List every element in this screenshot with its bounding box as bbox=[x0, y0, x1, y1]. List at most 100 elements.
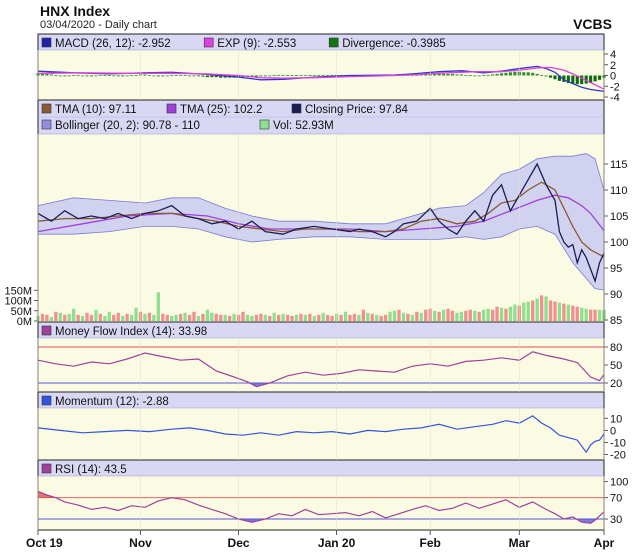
macd-divergence-bar bbox=[49, 74, 53, 76]
momentum-line bbox=[37, 415, 605, 454]
volume-bar bbox=[468, 309, 472, 321]
volume-bar bbox=[219, 314, 223, 321]
macd-divergence-bar bbox=[321, 74, 325, 76]
mfi-ytick-label: 50 bbox=[610, 360, 622, 372]
macd-divergence-bar bbox=[299, 74, 303, 76]
volume-bar bbox=[441, 309, 446, 321]
macd-divergence-bar bbox=[531, 72, 535, 76]
volume-bar bbox=[535, 298, 539, 321]
volume-bar bbox=[125, 313, 129, 321]
rsi-legend-bar bbox=[38, 460, 604, 476]
volume-bar bbox=[504, 308, 508, 321]
volume-bar bbox=[232, 313, 236, 321]
volume-bar bbox=[245, 314, 250, 321]
volume-bar bbox=[383, 314, 388, 321]
macd-divergence-bar bbox=[147, 74, 151, 76]
x-tick-label: Apr bbox=[594, 536, 615, 550]
volume-bar bbox=[116, 312, 120, 321]
volume-bar bbox=[54, 311, 58, 321]
x-tick-label: Oct 19 bbox=[26, 536, 63, 550]
volume-bar bbox=[455, 312, 459, 321]
volume-bar bbox=[165, 314, 169, 321]
macd-divergence-bar bbox=[263, 75, 267, 77]
rsi-legend-label: RSI (14): 43.5 bbox=[55, 464, 127, 476]
volume-bar bbox=[308, 313, 312, 321]
volume-bar bbox=[187, 314, 192, 321]
price-legend-label: Closing Price: 97.84 bbox=[305, 104, 409, 116]
macd-divergence-bar bbox=[81, 75, 85, 77]
macd-divergence-bar bbox=[183, 74, 187, 76]
volume-bar bbox=[205, 309, 210, 321]
volume-bar bbox=[526, 301, 530, 321]
volume-bar bbox=[143, 313, 147, 321]
price-legend-swatch bbox=[291, 103, 302, 114]
volume-bar bbox=[330, 315, 334, 321]
volume-bar bbox=[482, 309, 486, 321]
volume-bar bbox=[196, 315, 201, 321]
macd-divergence-bar bbox=[455, 74, 459, 76]
volume-bar bbox=[321, 312, 325, 321]
macd-divergence-bar bbox=[45, 73, 49, 76]
volume-bar bbox=[98, 313, 103, 321]
page-subtitle: 03/04/2020 - Daily chart bbox=[40, 19, 157, 31]
macd-divergence-bar bbox=[250, 75, 254, 77]
volume-bar bbox=[67, 313, 71, 321]
volume-bar bbox=[250, 315, 254, 321]
macd-divergence-bar bbox=[40, 73, 45, 76]
macd-divergence-bar bbox=[544, 75, 548, 77]
volume-bar bbox=[45, 314, 49, 321]
brand-label: VCBS bbox=[573, 16, 612, 32]
volume-bar bbox=[437, 311, 441, 321]
macd-divergence-bar bbox=[415, 74, 419, 76]
macd-divergence-bar bbox=[513, 71, 517, 76]
volume-bar bbox=[588, 309, 593, 321]
volume-bar bbox=[419, 312, 423, 321]
price-ytick-label: 110 bbox=[610, 185, 628, 197]
macd-divergence-bar bbox=[477, 75, 481, 77]
volume-bar bbox=[254, 314, 259, 321]
volume-bar bbox=[593, 309, 597, 321]
volume-bar bbox=[192, 311, 196, 321]
macd-divergence-bar bbox=[254, 75, 258, 77]
macd-ytick-label: 0 bbox=[610, 71, 616, 83]
volume-bar bbox=[290, 315, 294, 321]
volume-bar bbox=[352, 313, 357, 321]
macd-divergence-bar bbox=[72, 74, 76, 76]
macd-divergence-bar bbox=[566, 75, 570, 84]
macd-divergence-bar bbox=[192, 75, 196, 77]
volume-bar bbox=[294, 314, 299, 321]
macd-divergence-bar bbox=[589, 75, 593, 84]
macd-divergence-bar bbox=[548, 75, 553, 78]
macd-divergence-bar bbox=[450, 73, 455, 76]
macd-divergence-bar bbox=[103, 74, 107, 76]
price-ytick-label: 100 bbox=[610, 237, 628, 249]
macd-divergence-bar bbox=[196, 75, 200, 77]
macd-divergence-bar bbox=[54, 74, 58, 76]
volume-bar bbox=[49, 316, 54, 321]
volume-bar bbox=[281, 313, 285, 321]
price-ytick-label: 85 bbox=[610, 315, 622, 327]
macd-divergence-bar bbox=[152, 75, 156, 77]
volume-bar bbox=[490, 309, 495, 321]
volume-bar bbox=[486, 308, 490, 321]
macd-divergence-bar bbox=[330, 74, 334, 76]
volume-bar bbox=[227, 315, 232, 321]
macd-divergence-bar bbox=[290, 74, 294, 76]
macd-ytick-label: 2 bbox=[610, 60, 616, 72]
volume-bar bbox=[432, 310, 437, 321]
volume-bar bbox=[446, 308, 450, 321]
bollinger-upper-line bbox=[37, 153, 605, 225]
volume-ytick-label: 100M bbox=[4, 296, 32, 308]
volume-bar bbox=[326, 314, 330, 321]
volume-bar bbox=[112, 314, 116, 321]
macd-divergence-bar bbox=[499, 73, 504, 76]
x-tick-label: Nov bbox=[129, 536, 152, 550]
macd-divergence-bar bbox=[593, 75, 597, 82]
price-legend-swatch bbox=[166, 103, 177, 114]
volume-bar bbox=[121, 315, 125, 321]
volume-bar bbox=[272, 312, 276, 321]
volume-bar bbox=[473, 310, 477, 321]
macd-divergence-bar bbox=[437, 73, 441, 76]
volume-bar bbox=[597, 309, 602, 321]
momentum-legend-swatch bbox=[41, 395, 52, 406]
